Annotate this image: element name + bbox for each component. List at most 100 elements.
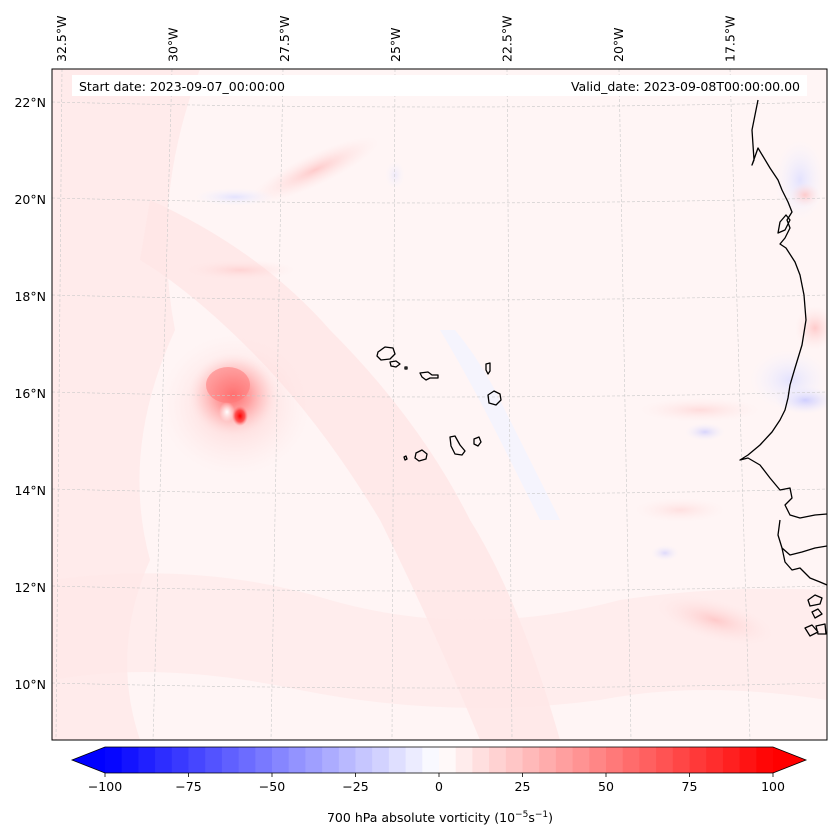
coastline-africa <box>739 99 827 519</box>
colorbar-tick-label: −50 <box>259 779 285 794</box>
colorbar-segment <box>388 747 407 773</box>
field-pink-mid <box>640 398 760 422</box>
gridline-lat-18 <box>52 294 827 301</box>
colorbar-segment <box>539 747 557 773</box>
field-pink-nw2 <box>185 260 295 280</box>
gridline-lon-32.5 <box>55 69 63 740</box>
colorbar-segment <box>455 747 473 773</box>
colorbar-segment <box>372 747 390 773</box>
island-santiago <box>449 435 466 456</box>
lat-tick-label: 14°N <box>14 483 46 498</box>
colorbar-segment <box>739 747 757 773</box>
lat-tick-label: 22°N <box>14 95 46 110</box>
colorbar-segment <box>489 747 507 773</box>
field-pink-nw <box>251 137 379 203</box>
lat-tick-label: 18°N <box>14 289 46 304</box>
colorbar-tick-label: 50 <box>598 779 614 794</box>
colorbar-segment <box>221 747 240 773</box>
colorbar-tick-label: −25 <box>342 779 368 794</box>
colorbar-segment <box>105 747 123 773</box>
coastline-guinea-bissau <box>777 519 827 586</box>
colorbar-segment <box>756 747 774 773</box>
colorbar <box>70 746 808 774</box>
field-blue-north-coast <box>775 140 825 220</box>
gridline-lat-22 <box>52 101 827 108</box>
field-band-south <box>52 573 827 708</box>
island-maio <box>473 436 482 447</box>
coastlines <box>376 99 827 637</box>
colorbar-label-prefix: 700 hPa absolute vorticity (10 <box>327 810 515 825</box>
colorbar-segment <box>138 747 156 773</box>
colorbar-segment <box>589 747 607 773</box>
lon-tick-label: 25°W <box>388 27 403 62</box>
colorbar-segment <box>188 747 206 773</box>
lat-tick-label: 20°N <box>14 192 46 207</box>
colorbar-segment <box>639 747 657 773</box>
gridline-lon-30 <box>152 69 173 740</box>
island-fogo <box>414 449 428 462</box>
colorbar-segment <box>205 747 223 773</box>
colorbar-segment <box>355 747 373 773</box>
lon-tick-label: 22.5°W <box>500 16 515 62</box>
colorbar-segment <box>238 747 256 773</box>
lon-tick-label: 20°W <box>611 27 626 62</box>
colorbar-segment <box>522 747 540 773</box>
island-santa-luzia <box>404 366 408 370</box>
colorbar-segment <box>121 747 139 773</box>
gridline-lat-14 <box>52 488 827 495</box>
gridline-lat-20 <box>52 197 827 204</box>
colorbar-label-exp1: −5 <box>515 810 528 820</box>
gridline-lon-27.5 <box>270 69 284 740</box>
coastline-north-coast-inlet <box>777 214 791 234</box>
lon-tick-label: 32.5°W <box>54 16 69 62</box>
valid-date-label: Valid_date: 2023-09-08T00:00:00.00 <box>571 79 800 94</box>
colorbar-tick-label: −100 <box>88 779 122 794</box>
colorbar-segment <box>338 747 356 773</box>
gridline-lon-17.5 <box>729 69 751 740</box>
colorbar-tick-label: 100 <box>761 779 785 794</box>
colorbar-segment <box>555 747 574 773</box>
vorticity-field <box>52 69 827 740</box>
colorbar-segment <box>689 747 707 773</box>
lat-tick-label: 16°N <box>14 386 46 401</box>
colorbar-segment <box>305 747 323 773</box>
colorbar-segment <box>606 747 624 773</box>
field-blue-streak <box>440 330 560 520</box>
colorbar-label-mid: s <box>528 810 535 825</box>
colorbar-ticks: −100 −75 −50 −25 0 25 50 75 100 <box>88 773 785 794</box>
colorbar-segment <box>572 747 590 773</box>
lat-tick-label: 10°N <box>14 677 46 692</box>
lon-tick-label: 30°W <box>165 27 180 62</box>
gridline-lon-22.5 <box>506 69 513 740</box>
field-pink-mid2 <box>635 498 725 522</box>
colorbar-segment <box>706 747 724 773</box>
colorbar-segment <box>439 747 457 773</box>
colorbar-segment <box>405 747 423 773</box>
colorbar-tick-label: −75 <box>175 779 201 794</box>
colorbar-label: 700 hPa absolute vorticity (10−5s−1) <box>327 810 553 825</box>
colorbar-label-exp2: −1 <box>535 810 548 820</box>
island-sal <box>485 362 491 375</box>
field-blue-coast3 <box>685 423 725 441</box>
colorbar-segment <box>672 747 690 773</box>
storm-upper-max <box>206 367 250 403</box>
colorbar-tick-label: 75 <box>682 779 698 794</box>
lat-tick-label: 12°N <box>14 580 46 595</box>
colorbar-segment <box>171 747 189 773</box>
field-pink-north-coast <box>790 183 820 207</box>
colorbar-segment <box>322 747 340 773</box>
latitude-tick-labels: 22°N 20°N 18°N 16°N 14°N 12°N 10°N <box>14 95 46 692</box>
island-sao-vicente <box>389 360 401 368</box>
colorbar-segment <box>422 747 440 773</box>
lon-tick-label: 27.5°W <box>277 16 292 62</box>
island-sao-nicolau <box>419 371 439 381</box>
colorbar-segment <box>155 747 173 773</box>
colorbar-tick-label: 25 <box>515 779 531 794</box>
field-blue-n <box>385 161 405 189</box>
storm-core <box>232 406 248 426</box>
gridline-lon-20 <box>618 69 632 740</box>
field-blue-coast2 <box>750 350 827 410</box>
colorbar-segment <box>272 747 290 773</box>
field-band-diagonal <box>140 200 560 740</box>
